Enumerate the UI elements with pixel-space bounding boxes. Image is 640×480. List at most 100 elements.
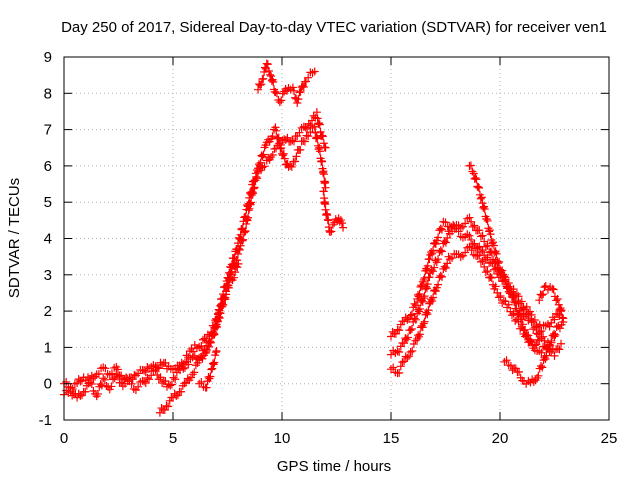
data-point [292, 152, 301, 161]
data-point [306, 128, 315, 137]
data-point [503, 283, 512, 292]
data-point [293, 98, 302, 107]
data-point [441, 238, 450, 247]
data-point [489, 241, 498, 250]
data-point [466, 161, 475, 170]
data-point [481, 255, 490, 264]
data-point [198, 354, 207, 363]
data-point [411, 301, 420, 310]
data-point [113, 365, 122, 374]
data-point [514, 310, 523, 319]
data-point [94, 389, 103, 398]
data-point [434, 233, 443, 242]
data-point [422, 266, 431, 275]
data-point [250, 176, 259, 185]
data-point [441, 218, 450, 227]
data-point [486, 230, 495, 239]
data-point [277, 144, 286, 153]
data-point [184, 353, 193, 362]
data-point [427, 295, 436, 304]
data-point [429, 246, 438, 255]
data-point [474, 183, 483, 192]
data-point [541, 355, 550, 364]
data-point [160, 405, 169, 414]
data-point [540, 353, 549, 362]
x-axis-label: GPS time / hours [277, 458, 391, 475]
data-point [183, 374, 192, 383]
data-point [559, 314, 568, 323]
data-point [398, 358, 407, 367]
data-point [296, 87, 305, 96]
data-point [494, 293, 503, 302]
data-point [436, 224, 445, 233]
data-point [400, 317, 409, 326]
data-point [530, 323, 539, 332]
data-point [555, 324, 564, 333]
data-point [428, 296, 437, 305]
data-point [254, 160, 263, 169]
data-point [419, 294, 428, 303]
data-point [507, 311, 516, 320]
data-point [161, 376, 170, 385]
data-point [299, 83, 308, 92]
data-point [208, 359, 217, 368]
data-point [388, 327, 397, 336]
data-point [140, 366, 149, 375]
data-point [212, 320, 221, 329]
data-point [545, 322, 554, 331]
data-point [76, 391, 85, 400]
data-point [266, 70, 275, 79]
data-point [395, 326, 404, 335]
data-point [264, 67, 273, 76]
data-point [174, 364, 183, 373]
data-point [415, 330, 424, 339]
data-point [313, 141, 322, 150]
data-point [275, 139, 284, 148]
data-point [280, 135, 289, 144]
data-point [549, 285, 558, 294]
data-point [197, 378, 206, 387]
data-point [233, 239, 242, 248]
data-point [418, 277, 427, 286]
data-point [498, 266, 507, 275]
data-point [212, 347, 221, 356]
data-point [539, 332, 548, 341]
data-point [475, 183, 484, 192]
series-group [387, 217, 566, 360]
data-point [467, 246, 476, 255]
data-point [507, 292, 516, 301]
data-point [269, 78, 278, 87]
data-point [275, 98, 284, 107]
data-point [257, 151, 266, 160]
data-point [530, 346, 539, 355]
data-point [499, 270, 508, 279]
data-point [396, 362, 405, 371]
data-point [238, 224, 247, 233]
data-point [420, 273, 429, 282]
data-point [89, 374, 98, 383]
data-point [291, 157, 300, 166]
data-point [420, 317, 429, 326]
data-point [434, 255, 443, 264]
data-point [127, 379, 136, 388]
data-point [286, 161, 295, 170]
data-point [258, 152, 267, 161]
data-point [304, 132, 313, 141]
data-point [423, 280, 432, 289]
data-point [99, 374, 108, 383]
data-point [296, 145, 305, 154]
data-point [535, 327, 544, 336]
data-point [425, 255, 434, 264]
data-point [480, 262, 489, 271]
data-point [272, 126, 281, 135]
data-point [470, 221, 479, 230]
series-group [387, 242, 559, 378]
data-point [73, 393, 82, 402]
data-point [506, 288, 515, 297]
data-point [477, 193, 486, 202]
data-point [161, 358, 170, 367]
data-point [245, 193, 254, 202]
data-point [87, 379, 96, 388]
data-point [411, 315, 420, 324]
data-point [324, 216, 333, 225]
